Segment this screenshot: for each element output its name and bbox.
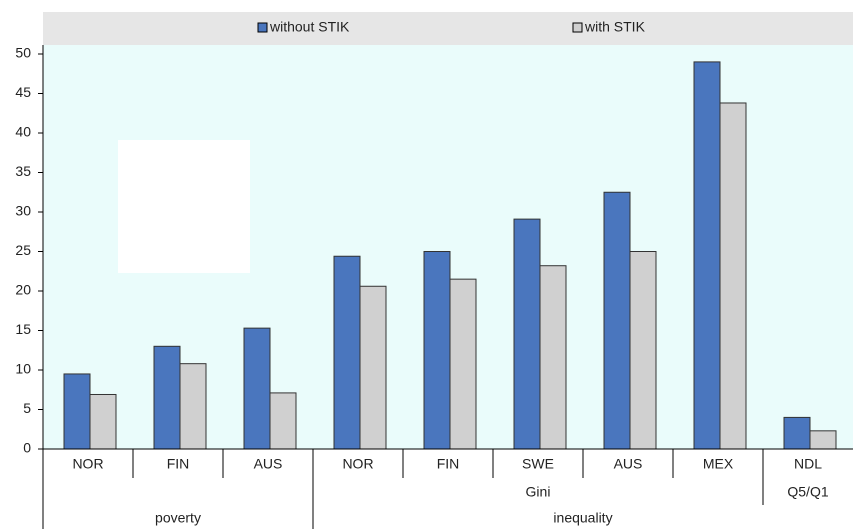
bar xyxy=(539,265,567,450)
bar xyxy=(359,285,387,450)
x-tick-label: NOR xyxy=(72,456,103,472)
bar xyxy=(179,363,207,450)
bar xyxy=(783,416,811,450)
bar xyxy=(809,430,837,450)
y-tick-label: 40 xyxy=(15,124,31,140)
y-tick-label: 5 xyxy=(23,400,31,416)
bar xyxy=(513,218,541,450)
legend-swatch xyxy=(257,22,268,33)
x-tick-label: AUS xyxy=(254,456,283,472)
bar xyxy=(693,61,721,450)
legend-band xyxy=(43,12,853,45)
bar xyxy=(269,392,297,450)
bar xyxy=(243,327,271,450)
group-label: Q5/Q1 xyxy=(787,484,828,500)
bar xyxy=(603,191,631,450)
legend-swatch xyxy=(572,22,583,33)
group-label: poverty xyxy=(155,510,201,526)
bar xyxy=(63,373,91,450)
legend-label: without STIK xyxy=(269,19,350,35)
group-label: inequality xyxy=(553,510,612,526)
blank-patch xyxy=(118,140,250,273)
group-label: Gini xyxy=(526,484,551,500)
y-tick-label: 50 xyxy=(15,45,31,61)
bar xyxy=(719,102,747,450)
x-tick-label: SWE xyxy=(522,456,554,472)
x-tick-label: FIN xyxy=(167,456,190,472)
y-tick-label: 30 xyxy=(15,203,31,219)
x-tick-label: FIN xyxy=(437,456,460,472)
y-tick-label: 15 xyxy=(15,321,31,337)
bar xyxy=(89,393,117,450)
y-tick-label: 25 xyxy=(15,242,31,258)
x-tick-label: MEX xyxy=(703,456,734,472)
y-tick-label: 10 xyxy=(15,361,31,377)
x-tick-label: NOR xyxy=(342,456,373,472)
y-tick-label: 45 xyxy=(15,84,31,100)
bar xyxy=(333,255,361,450)
x-tick-label: AUS xyxy=(614,456,643,472)
y-tick-label: 0 xyxy=(23,440,31,456)
bar xyxy=(449,278,477,450)
bar xyxy=(629,251,657,450)
y-tick-label: 20 xyxy=(15,282,31,298)
y-tick-label: 35 xyxy=(15,163,31,179)
x-tick-label: NDL xyxy=(794,456,822,472)
legend-label: with STIK xyxy=(584,19,646,35)
bar xyxy=(153,345,181,450)
bar xyxy=(423,251,451,450)
